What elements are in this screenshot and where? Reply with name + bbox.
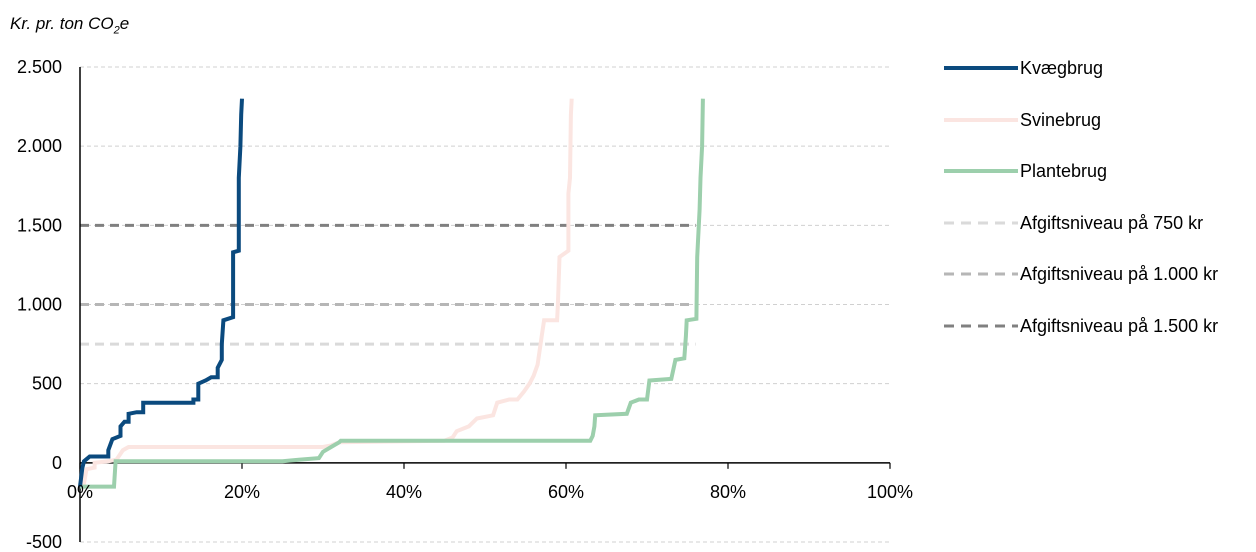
y-tick-label-3: 1.000 xyxy=(17,295,62,315)
series-line-1 xyxy=(78,98,574,489)
y-tick-labels: -500 0 500 1.000 1.500 2.000 2.500 xyxy=(17,57,62,552)
series-lines xyxy=(78,98,705,489)
x-tick-label-4: 80% xyxy=(710,482,746,502)
y-axis-title-subscript: 2 xyxy=(113,24,120,37)
legend-label-1: Svinebrug xyxy=(1020,109,1102,130)
legend-item-1: Svinebrug xyxy=(942,104,1256,156)
y-tick-label-0: -500 xyxy=(26,532,62,552)
reference-lines xyxy=(80,223,696,346)
y-axis-title-suffix: e xyxy=(119,14,130,33)
legend-swatch-4 xyxy=(944,272,1018,276)
x-tick-label-1: 20% xyxy=(224,482,260,502)
y-tick-label-1: 0 xyxy=(52,453,62,473)
x-tick-label-2: 40% xyxy=(386,482,422,502)
legend-label-2: Plantebrug xyxy=(1020,161,1108,182)
x-tick-label-5: 100% xyxy=(867,482,913,502)
x-tick-label-3: 60% xyxy=(548,482,584,502)
legend-item-3: Afgiftsniveau på 750 kr xyxy=(942,207,1256,259)
legend-label-3: Afgiftsniveau på 750 kr xyxy=(1020,212,1204,233)
legend-swatch-3 xyxy=(944,221,1018,225)
legend-label-0: Kvægbrug xyxy=(1020,58,1104,78)
series-line-2 xyxy=(80,98,705,489)
series-line-0 xyxy=(78,98,244,487)
y-axis-title: Kr. pr. ton CO2e xyxy=(10,14,129,36)
y-tick-label-5: 2.000 xyxy=(17,136,62,156)
legend-swatch-0 xyxy=(944,66,1018,70)
x-tick-labels: 0% 20% 40% 60% 80% 100% xyxy=(67,482,913,502)
legend-swatch-1 xyxy=(944,117,1018,122)
legend-item-4: Afgiftsniveau på 1.000 kr xyxy=(942,258,1256,310)
legend-item-5: Afgiftsniveau på 1.500 kr xyxy=(942,310,1256,362)
legend-label-5: Afgiftsniveau på 1.500 kr xyxy=(1020,315,1219,336)
y-tick-label-6: 2.500 xyxy=(17,57,62,77)
y-tick-label-4: 1.500 xyxy=(17,215,62,235)
legend-label-4: Afgiftsniveau på 1.000 kr xyxy=(1020,264,1219,285)
y-tick-label-2: 500 xyxy=(32,374,62,394)
legend-item-2: Plantebrug xyxy=(942,155,1256,207)
x-tick-label-0: 0% xyxy=(67,482,93,502)
legend-swatch-2 xyxy=(944,169,1018,174)
legend: Kvægbrug Svinebrug Plantebrug Afgiftsniveau… xyxy=(942,52,1256,362)
legend-item-0: Kvægbrug xyxy=(942,52,1256,104)
line-chart: -500 0 500 1.000 1.500 2.000 2.500 0% 20% 40% 60%… xyxy=(17,57,913,552)
y-axis-title-main: Kr. pr. ton CO xyxy=(10,14,114,33)
legend-swatch-5 xyxy=(944,324,1018,328)
